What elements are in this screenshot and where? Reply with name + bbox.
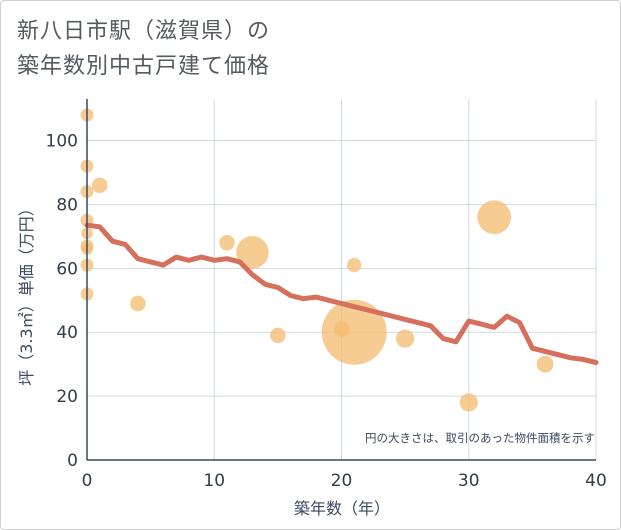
- y-tick-label: 100: [46, 132, 78, 152]
- x-axis-label: 築年数（年）: [294, 499, 390, 518]
- y-tick-label: 60: [56, 259, 78, 279]
- data-point: [477, 200, 512, 235]
- y-tick-label: 0: [67, 451, 78, 471]
- x-tick-label: 40: [585, 471, 607, 491]
- data-point: [91, 177, 108, 194]
- data-point: [321, 299, 387, 365]
- data-point: [536, 355, 554, 373]
- chart-title: 新八日市駅（滋賀県）の 築年数別中古戸建て価格: [17, 14, 270, 84]
- chart-title-line-2: 築年数別中古戸建て価格: [17, 54, 271, 79]
- data-point: [236, 236, 269, 269]
- x-tick-label: 20: [331, 471, 353, 491]
- data-point: [347, 257, 362, 273]
- y-tick-label: 40: [56, 323, 78, 343]
- y-axis-label: 坪（3.3㎡）単価（万円）: [17, 200, 36, 385]
- data-point: [396, 329, 415, 348]
- trend-line: [84, 222, 599, 366]
- y-tick-label: 80: [56, 195, 78, 215]
- y-tick-label: 20: [56, 387, 78, 407]
- y-tick-labels: 0 20 40 60 80 100: [46, 132, 78, 471]
- grid-lines: [87, 99, 597, 460]
- bubble-size-note: 円の大きさは、取引のあった物件面積を示す: [365, 431, 595, 445]
- data-point: [270, 327, 286, 344]
- data-point: [459, 393, 478, 412]
- x-tick-label: 30: [458, 471, 480, 491]
- data-point: [130, 295, 146, 312]
- chart-title-line-1: 新八日市駅（滋賀県）の: [17, 19, 271, 44]
- data-point: [219, 234, 235, 251]
- axes: [86, 99, 596, 461]
- x-tick-label: 0: [82, 471, 93, 491]
- x-tick-label: 10: [203, 471, 225, 491]
- x-tick-labels: 0 10 20 30 40: [82, 471, 607, 491]
